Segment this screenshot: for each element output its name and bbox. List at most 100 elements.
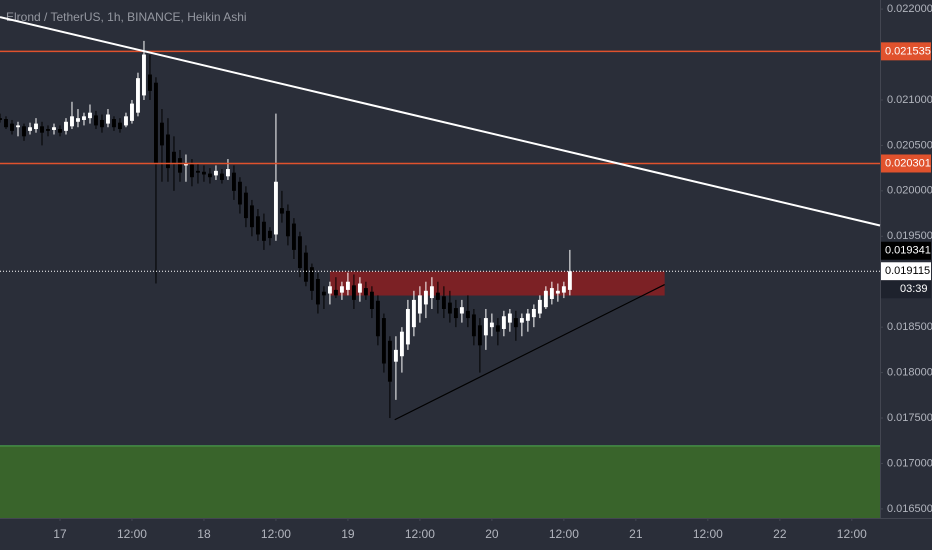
candle-body (363, 288, 368, 296)
candle-body (549, 288, 554, 299)
candle-body (369, 291, 374, 309)
level-label: 0.021535 (885, 45, 931, 57)
candle-body (70, 116, 74, 127)
candle-body (243, 192, 248, 219)
x-tick-label: 12:00 (837, 527, 867, 541)
candle-body (46, 129, 50, 131)
candle-body (0, 118, 2, 120)
y-tick-label: 0.018000 (887, 367, 932, 379)
candle-body (237, 181, 242, 205)
candle-body (477, 325, 482, 346)
countdown-label: 03:39 (900, 283, 928, 295)
candle-body (531, 308, 536, 318)
candle-body (190, 164, 194, 178)
x-tick-label: 17 (53, 527, 67, 541)
y-tick-label: 0.017500 (887, 412, 932, 424)
y-tick-label: 0.022000 (887, 3, 932, 15)
candle-body (267, 230, 272, 239)
candle-body (465, 310, 470, 319)
candle-body (345, 281, 350, 290)
countdown-box (881, 280, 931, 299)
candle-body (214, 170, 218, 176)
candle-body (333, 289, 338, 296)
candle-body (225, 169, 230, 177)
candle-body (178, 158, 182, 173)
candle-body (255, 216, 260, 235)
x-tick-label: 22 (773, 527, 787, 541)
candle-body (249, 205, 254, 228)
candle-body (22, 126, 26, 137)
x-tick-label: 21 (629, 527, 643, 541)
candle-body (525, 313, 530, 321)
marker-price-label: 0.019341 (885, 245, 931, 257)
candle-body (483, 318, 488, 336)
candle-body (429, 286, 434, 299)
candle-body (423, 290, 428, 305)
candle-body (130, 103, 134, 121)
candle-body (166, 134, 170, 169)
candle-body (202, 171, 206, 175)
level-label-box (881, 154, 931, 173)
candle-body (273, 181, 278, 235)
candle-body (76, 118, 80, 122)
y-tick-label: 0.020500 (887, 139, 932, 151)
x-tick-label: 12:00 (693, 527, 723, 541)
candle-body (417, 295, 422, 314)
candle-body (100, 119, 104, 128)
candle-body (447, 302, 452, 314)
y-tick-label: 0.019500 (887, 230, 932, 242)
candle-body (231, 172, 236, 191)
candle-body (393, 349, 398, 362)
candle-body (321, 291, 326, 296)
zone (0, 445, 880, 518)
y-tick-label: 0.018500 (887, 321, 932, 333)
y-tick-label: 0.016500 (887, 503, 932, 515)
candle-body (154, 82, 158, 164)
candle-body (64, 121, 68, 131)
candle-body (543, 290, 548, 308)
candle-body (501, 316, 506, 329)
candle-body (519, 318, 524, 323)
candle-body (471, 314, 476, 337)
candle-body (196, 170, 200, 173)
candle-body (124, 116, 128, 126)
candle-body (40, 126, 44, 133)
candle-body (453, 308, 458, 319)
candle-body (279, 208, 284, 214)
x-tick-label: 12:00 (117, 527, 147, 541)
candle-body (172, 151, 176, 164)
candle-body (435, 292, 440, 300)
candle-body (148, 74, 152, 91)
candle-body (375, 300, 380, 337)
candle-body (441, 296, 446, 309)
candle-body (381, 318, 386, 364)
candle-body (567, 271, 572, 290)
last-price-label: 0.019115 (885, 265, 930, 277)
candle-body (106, 114, 110, 124)
candle-body (118, 122, 122, 130)
level-label-box (881, 42, 931, 61)
candle-body (136, 78, 140, 113)
candle-body (10, 123, 14, 131)
candle-body (58, 129, 62, 133)
candle-body (52, 127, 56, 130)
candle-body (88, 112, 92, 119)
y-tick-label: 0.021000 (887, 94, 932, 106)
candle-body (387, 340, 392, 382)
candle-body (555, 290, 560, 294)
candle-body (160, 122, 164, 146)
candle-body (285, 210, 290, 237)
candle-body (537, 299, 542, 314)
candle-body (459, 307, 464, 314)
candle-body (411, 299, 416, 328)
trendline (394, 284, 665, 421)
x-tick-label: 12:00 (549, 527, 579, 541)
candle-body (327, 286, 332, 294)
chart-title: Elrond / TetherUS, 1h, BINANCE, Heikin A… (6, 10, 247, 24)
candle-body (303, 252, 308, 282)
candle-body (28, 127, 32, 131)
trendline (0, 16, 881, 227)
candle-body (315, 278, 320, 305)
